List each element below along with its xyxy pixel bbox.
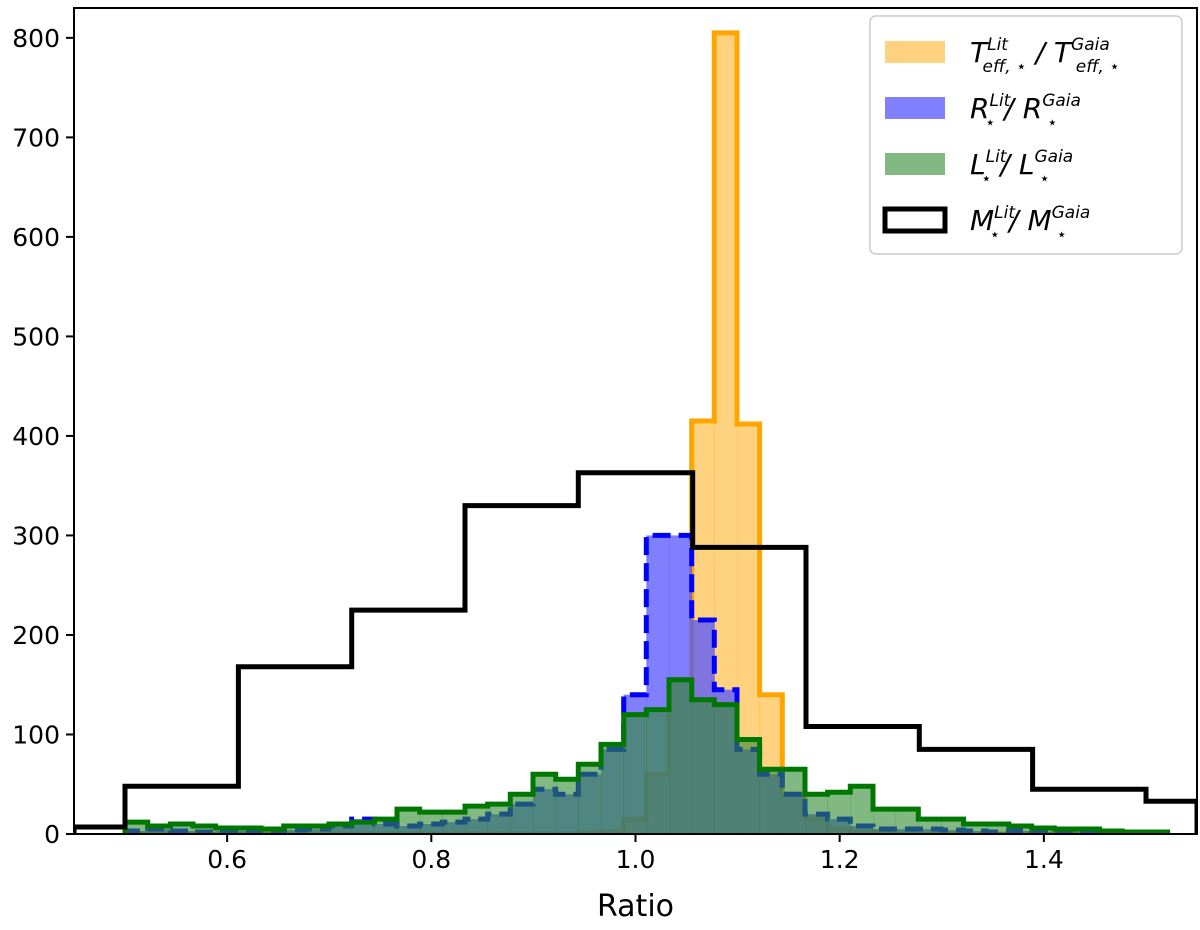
bar-l (147, 826, 171, 834)
y-axis: 0 100 200 300 400 500 600 700 800 (12, 24, 74, 849)
bar-l (986, 824, 1010, 834)
bar-l (895, 809, 919, 834)
legend-swatch-teff (885, 41, 945, 63)
legend: TLit eff, ⋆ / TGaia eff, ⋆ RLit ⋆ / RGaia ⋆ LL… (869, 15, 1183, 255)
bar-l (805, 794, 829, 834)
bar-l (487, 804, 511, 834)
bar-l (578, 764, 602, 834)
plot-area (74, 30, 1197, 834)
y-tick-label: 600 (12, 223, 60, 252)
bar-l (850, 786, 874, 834)
outline-m (74, 470, 1197, 834)
x-tick-label: 0.6 (207, 845, 247, 874)
x-axis: 0.6 0.8 1.0 1.2 1.4 (207, 834, 1064, 874)
bar-l (306, 826, 330, 834)
series-m (74, 470, 1197, 834)
bar-l (442, 812, 466, 834)
bar-l (419, 812, 443, 834)
bar-l (691, 699, 715, 834)
bar-l (1008, 826, 1032, 834)
x-tick-label: 1.4 (1024, 845, 1064, 874)
bar-l (351, 822, 375, 834)
legend-label-teff: TLit eff, ⋆ / TGaia eff, ⋆ (970, 35, 1120, 77)
bar-l (170, 824, 194, 834)
y-tick-label: 700 (12, 123, 60, 152)
bar-l (737, 739, 761, 834)
bar-l (714, 704, 738, 834)
bar-l (669, 679, 693, 834)
bar-l (1031, 828, 1055, 834)
bar-l (918, 819, 942, 834)
bar-l (397, 809, 421, 834)
y-tick-label: 0 (44, 820, 60, 849)
bar-l (941, 819, 965, 834)
legend-label-m: MLit ⋆ / MGaia ⋆ (970, 203, 1090, 245)
x-axis-title: Ratio (597, 889, 674, 924)
bar-l (646, 709, 670, 834)
bar-l (533, 774, 557, 834)
bar-l (873, 809, 897, 834)
y-tick-label: 400 (12, 422, 60, 451)
bar-l (623, 714, 647, 834)
y-tick-label: 800 (12, 24, 60, 53)
bar-l (193, 826, 217, 834)
bar-teff (737, 424, 761, 834)
bar-l (125, 822, 149, 834)
bar-l (465, 806, 489, 834)
bar-l (329, 824, 353, 834)
bar-l (963, 824, 987, 834)
bar-l (215, 828, 239, 834)
bar-l (782, 769, 806, 834)
legend-label-l: LLit ⋆ / LGaia ⋆ (970, 147, 1073, 189)
legend-swatch-m (882, 206, 948, 234)
bar-l (827, 792, 851, 834)
y-tick-label: 100 (12, 720, 60, 749)
bar-l (601, 744, 625, 834)
bar-l (374, 819, 398, 834)
y-tick-label: 200 (12, 621, 60, 650)
bar-teff (714, 32, 738, 834)
series-l (122, 677, 1171, 834)
y-tick-label: 300 (12, 521, 60, 550)
legend-swatch-r (885, 97, 945, 119)
y-tick-label: 500 (12, 322, 60, 351)
bar-l (510, 794, 534, 834)
bar-l (283, 826, 307, 834)
legend-swatch-l (885, 153, 945, 175)
x-tick-label: 1.0 (616, 845, 656, 874)
bar-l (555, 779, 579, 834)
x-tick-label: 1.2 (820, 845, 860, 874)
legend-label-r: RLit ⋆ / RGaia ⋆ (970, 91, 1081, 133)
bar-l (759, 769, 783, 834)
x-tick-label: 0.8 (411, 845, 451, 874)
bar-l (238, 828, 262, 834)
legend-box (869, 15, 1183, 255)
outline-l (122, 677, 1171, 834)
